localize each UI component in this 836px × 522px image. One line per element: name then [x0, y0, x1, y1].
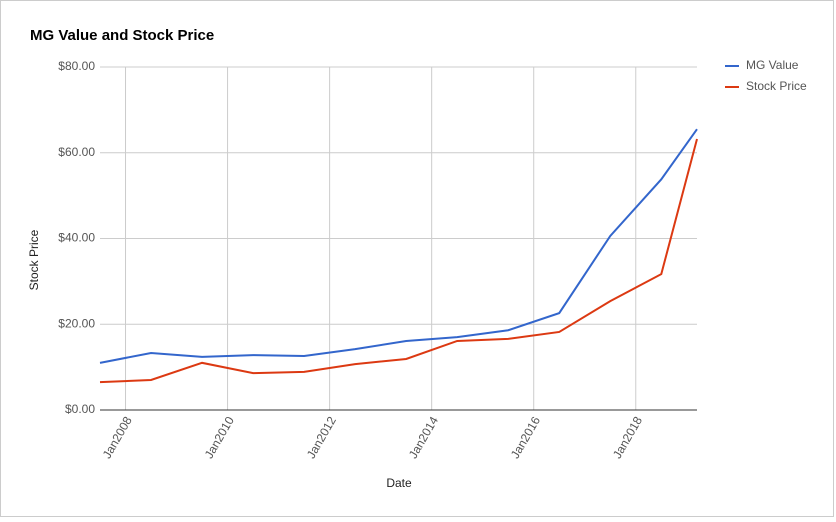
y-axis-label: Stock Price — [27, 229, 41, 290]
y-tick-label: $0.00 — [65, 402, 95, 416]
y-tick-label: $20.00 — [58, 316, 95, 330]
line-series — [99, 138, 698, 384]
line-series — [99, 128, 698, 364]
y-tick-label: $80.00 — [58, 59, 95, 73]
legend-label: MG Value — [746, 58, 799, 72]
x-axis-label: Date — [386, 476, 412, 490]
chart-title: MG Value and Stock Price — [30, 27, 214, 44]
legend-label: Stock Price — [746, 79, 807, 93]
y-tick-label: $60.00 — [58, 145, 95, 159]
y-tick-label: $40.00 — [58, 231, 95, 245]
